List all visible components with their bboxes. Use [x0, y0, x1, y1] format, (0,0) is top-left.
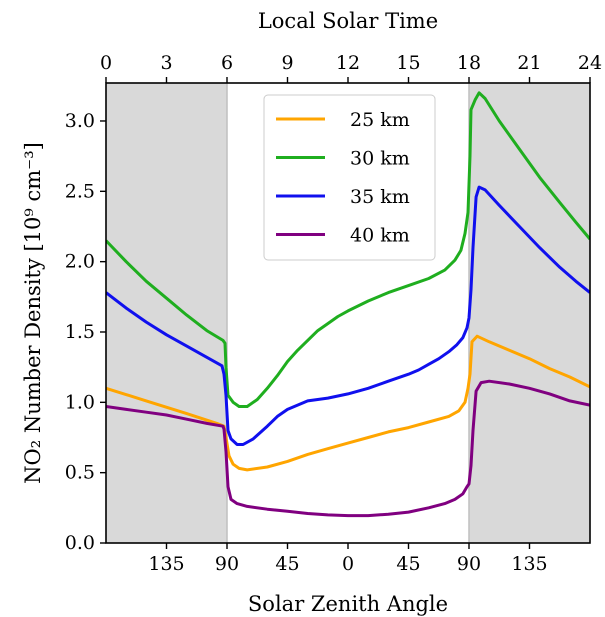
bottom-axis-title: Solar Zenith Angle [248, 592, 448, 616]
bottom-tick-label: 135 [148, 553, 184, 575]
night-shading [106, 83, 590, 543]
legend-box [263, 94, 436, 261]
series-lines [106, 91, 590, 518]
night-region-1 [106, 83, 227, 543]
top-tick-label: 6 [221, 52, 233, 74]
top-tick-label: 12 [336, 52, 360, 74]
top-tick-label: 18 [457, 52, 481, 74]
top-tick-label: 3 [160, 52, 172, 74]
series-line-35-km [106, 185, 590, 446]
y-tick-label: 0.0 [65, 532, 95, 554]
bottom-tick-label: 0 [342, 553, 354, 575]
bottom-tick-label: 45 [396, 553, 420, 575]
bottom-axis-ticks: 135 90 45 0 45 90 135 [148, 543, 548, 575]
y-tick-label: 0.5 [65, 462, 95, 484]
legend-label: 35 km [350, 186, 410, 208]
top-tick-label: 0 [100, 52, 112, 74]
night-region-2 [469, 83, 590, 543]
legend-label: 40 km [350, 225, 410, 247]
series-line-30-km [106, 91, 590, 408]
y-axis-title: NO₂ Number Density [10⁹ cm⁻³] [21, 142, 45, 484]
legend-items: 25 km 30 km 35 km 40 km [276, 109, 410, 247]
bottom-tick-label: 45 [275, 553, 299, 575]
y-tick-label: 1.0 [65, 391, 95, 413]
top-axis-title: Local Solar Time [258, 9, 438, 33]
legend-label: 25 km [350, 109, 410, 131]
y-axis-ticks: 0.0 0.5 1.0 1.5 2.0 2.5 3.0 [65, 110, 106, 554]
y-tick-label: 2.0 [65, 251, 95, 273]
bottom-tick-label: 90 [457, 553, 481, 575]
y-tick-label: 3.0 [65, 110, 95, 132]
series-line-40-km [106, 379, 590, 518]
bottom-tick-label: 90 [215, 553, 239, 575]
top-tick-label: 15 [396, 52, 420, 74]
y-tick-label: 1.5 [65, 321, 95, 343]
top-tick-label: 21 [517, 52, 541, 74]
top-tick-label: 24 [578, 52, 602, 74]
legend: 25 km 30 km 35 km 40 km [263, 94, 436, 261]
y-tick-label: 2.5 [65, 180, 95, 202]
top-axis-ticks: 0 3 6 9 12 15 18 21 24 [100, 52, 602, 83]
legend-label: 30 km [350, 148, 410, 170]
top-tick-label: 9 [281, 52, 293, 74]
bottom-tick-label: 135 [511, 553, 547, 575]
